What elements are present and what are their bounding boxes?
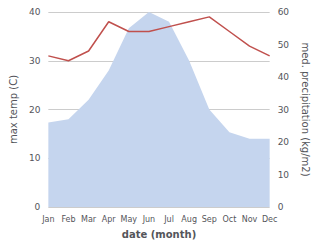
svg-text:Dec: Dec (262, 215, 277, 224)
svg-text:40: 40 (278, 72, 290, 82)
svg-text:Apr: Apr (102, 215, 117, 224)
svg-text:20: 20 (29, 105, 41, 115)
svg-text:0: 0 (278, 202, 284, 212)
svg-text:10: 10 (278, 170, 290, 180)
svg-text:30: 30 (278, 105, 290, 115)
svg-text:0: 0 (35, 202, 41, 212)
svg-text:med. precipitation (kg/m2): med. precipitation (kg/m2) (300, 42, 311, 176)
svg-text:Sep: Sep (202, 215, 217, 224)
svg-text:Jul: Jul (163, 215, 174, 224)
svg-text:May: May (121, 215, 138, 224)
svg-text:date (month): date (month) (122, 229, 196, 240)
svg-text:30: 30 (29, 56, 41, 66)
svg-text:Mar: Mar (81, 215, 97, 224)
svg-text:max temp (C): max temp (C) (8, 75, 19, 144)
svg-text:50: 50 (278, 40, 290, 50)
svg-text:40: 40 (29, 7, 41, 17)
svg-text:Aug: Aug (181, 215, 197, 224)
svg-text:Feb: Feb (61, 215, 75, 224)
svg-text:10: 10 (29, 153, 41, 163)
svg-text:Jan: Jan (41, 215, 54, 224)
svg-text:Nov: Nov (242, 215, 258, 224)
svg-text:60: 60 (278, 7, 290, 17)
svg-text:Jun: Jun (142, 215, 156, 224)
svg-text:20: 20 (278, 137, 290, 147)
svg-text:Oct: Oct (222, 215, 236, 224)
